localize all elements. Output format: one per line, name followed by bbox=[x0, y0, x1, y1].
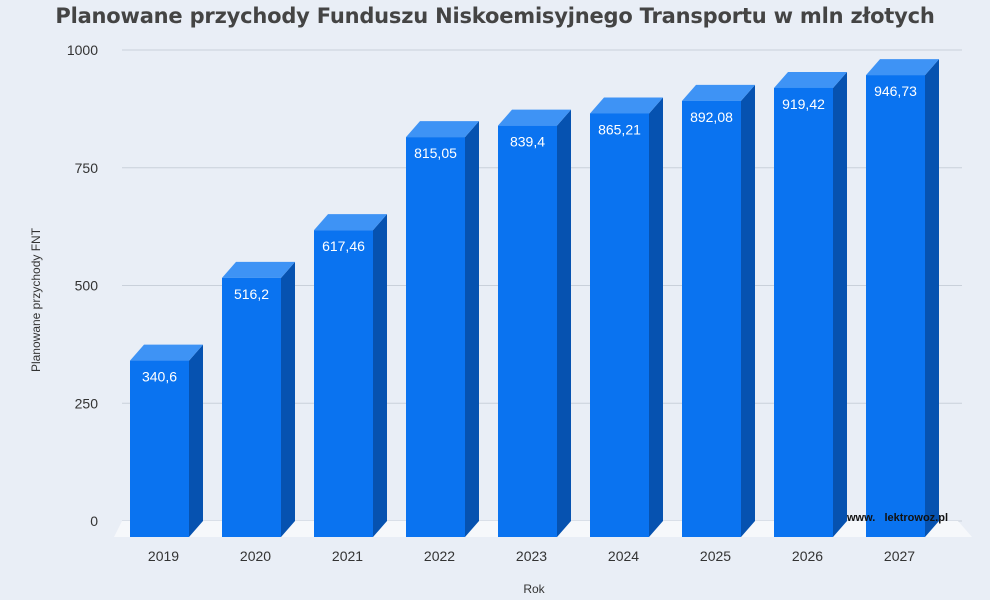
bar-2020 bbox=[222, 261, 295, 537]
bar-top bbox=[590, 97, 663, 114]
bar-front bbox=[682, 100, 741, 537]
bar-side bbox=[557, 109, 571, 537]
bar-top bbox=[498, 109, 571, 126]
y-tick-label: 750 bbox=[75, 160, 99, 176]
chart-title: Planowane przychody Funduszu Niskoemisyj… bbox=[55, 4, 935, 28]
bar-side bbox=[833, 71, 847, 537]
bar-top bbox=[682, 84, 755, 101]
x-tick-label: 2020 bbox=[240, 548, 271, 564]
bar-side bbox=[925, 59, 939, 537]
y-tick-label: 250 bbox=[75, 395, 99, 411]
x-tick-label: 2027 bbox=[884, 548, 915, 564]
bar-front bbox=[130, 360, 189, 537]
y-tick-label: 0 bbox=[90, 513, 98, 529]
x-tick-label: 2026 bbox=[792, 548, 823, 564]
y-axis-title: Planowane przychody FNT bbox=[29, 227, 43, 372]
x-tick-label: 2019 bbox=[148, 548, 179, 564]
x-tick-label: 2024 bbox=[608, 548, 639, 564]
bar-value-label: 516,2 bbox=[234, 286, 269, 302]
bar-side bbox=[649, 97, 663, 538]
x-tick-label: 2023 bbox=[516, 548, 547, 564]
bar-top bbox=[130, 344, 203, 361]
bar-side bbox=[741, 84, 755, 537]
bar-top bbox=[314, 214, 387, 231]
bars-layer bbox=[130, 59, 939, 538]
bar-front bbox=[314, 230, 373, 538]
bar-2024 bbox=[590, 97, 663, 538]
bar-value-label: 617,46 bbox=[322, 238, 365, 254]
bar-side bbox=[465, 121, 479, 537]
bar-value-label: 919,42 bbox=[782, 96, 825, 112]
watermark-text: www. lektrowoz.pl bbox=[846, 512, 948, 524]
bar-top bbox=[866, 59, 939, 76]
bar-2022 bbox=[406, 121, 479, 537]
bar-value-label: 892,08 bbox=[690, 109, 733, 125]
bar-2027 bbox=[866, 59, 939, 537]
bar-value-label: 865,21 bbox=[598, 121, 641, 137]
bar-value-label: 340,6 bbox=[142, 369, 177, 385]
bar-side bbox=[189, 344, 203, 537]
bar-front bbox=[222, 277, 281, 537]
bar-2023 bbox=[498, 109, 571, 537]
bar-value-label: 839,4 bbox=[510, 134, 545, 150]
y-tick-label: 500 bbox=[75, 278, 99, 294]
bar-front bbox=[406, 137, 465, 537]
bar-side bbox=[373, 214, 387, 538]
x-axis-title: Rok bbox=[523, 582, 545, 596]
bar-2026 bbox=[774, 71, 847, 537]
bar-front bbox=[498, 125, 557, 537]
bar-top bbox=[406, 121, 479, 138]
x-tick-label: 2021 bbox=[332, 548, 363, 564]
x-tick-label: 2022 bbox=[424, 548, 455, 564]
x-tick-label: 2025 bbox=[700, 548, 731, 564]
bar-top bbox=[774, 71, 847, 88]
bar-top bbox=[222, 261, 295, 278]
bar-value-label: 815,05 bbox=[414, 145, 457, 161]
bar-2025 bbox=[682, 84, 755, 537]
labels-layer: 0 250 500 750 1000 340,6 2019 516,2 2020 617,46 20… bbox=[67, 42, 917, 564]
bar-2021 bbox=[314, 214, 387, 538]
y-tick-label: 1000 bbox=[67, 42, 98, 58]
bar-front bbox=[866, 75, 925, 537]
bar-side bbox=[281, 261, 295, 537]
bar-value-label: 946,73 bbox=[874, 83, 917, 99]
bar-front bbox=[590, 113, 649, 538]
bar-front bbox=[774, 87, 833, 537]
bar-2019 bbox=[130, 344, 203, 537]
